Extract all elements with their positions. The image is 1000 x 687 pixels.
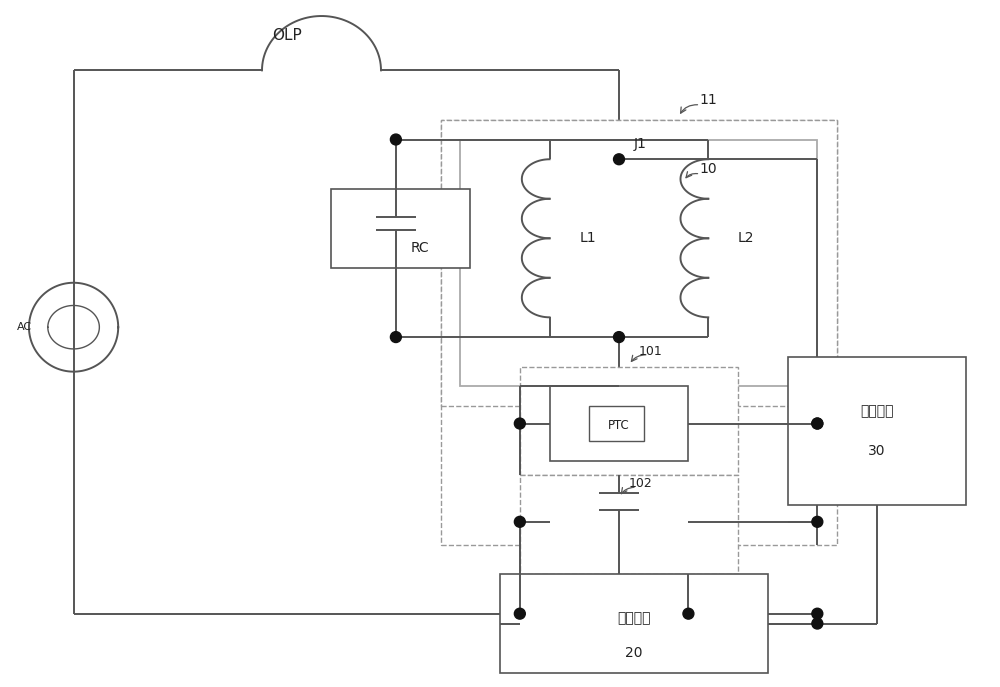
Text: 20: 20 [625, 646, 643, 660]
Text: 11: 11 [699, 93, 717, 107]
Text: J1: J1 [634, 137, 647, 151]
Circle shape [390, 332, 401, 343]
Text: 控制电路: 控制电路 [860, 404, 894, 418]
Bar [441, 120, 837, 545]
Circle shape [614, 154, 624, 165]
Text: 10: 10 [699, 162, 717, 176]
Text: L1: L1 [579, 232, 596, 245]
Circle shape [812, 418, 823, 429]
Text: PTC: PTC [608, 420, 630, 433]
Text: 触发电路: 触发电路 [617, 611, 651, 626]
Bar [520, 475, 738, 574]
Circle shape [514, 517, 525, 527]
Bar [460, 139, 817, 387]
Circle shape [812, 608, 823, 619]
Bar [331, 189, 470, 268]
Circle shape [390, 134, 401, 145]
Text: 101: 101 [639, 346, 663, 359]
Circle shape [514, 418, 525, 429]
Bar [520, 367, 738, 475]
Text: OLP: OLP [272, 28, 302, 43]
Text: RC: RC [411, 241, 429, 255]
Circle shape [683, 608, 694, 619]
Circle shape [812, 517, 823, 527]
Text: 30: 30 [868, 444, 886, 458]
Bar [788, 357, 966, 505]
Text: L2: L2 [738, 232, 755, 245]
Bar [550, 387, 688, 460]
Bar [441, 120, 837, 406]
Bar [500, 574, 768, 673]
Text: 102: 102 [629, 477, 653, 490]
Circle shape [812, 618, 823, 629]
Circle shape [514, 608, 525, 619]
Circle shape [812, 418, 823, 429]
Text: AC: AC [16, 322, 32, 333]
Bar [589, 406, 644, 441]
Circle shape [614, 332, 624, 343]
